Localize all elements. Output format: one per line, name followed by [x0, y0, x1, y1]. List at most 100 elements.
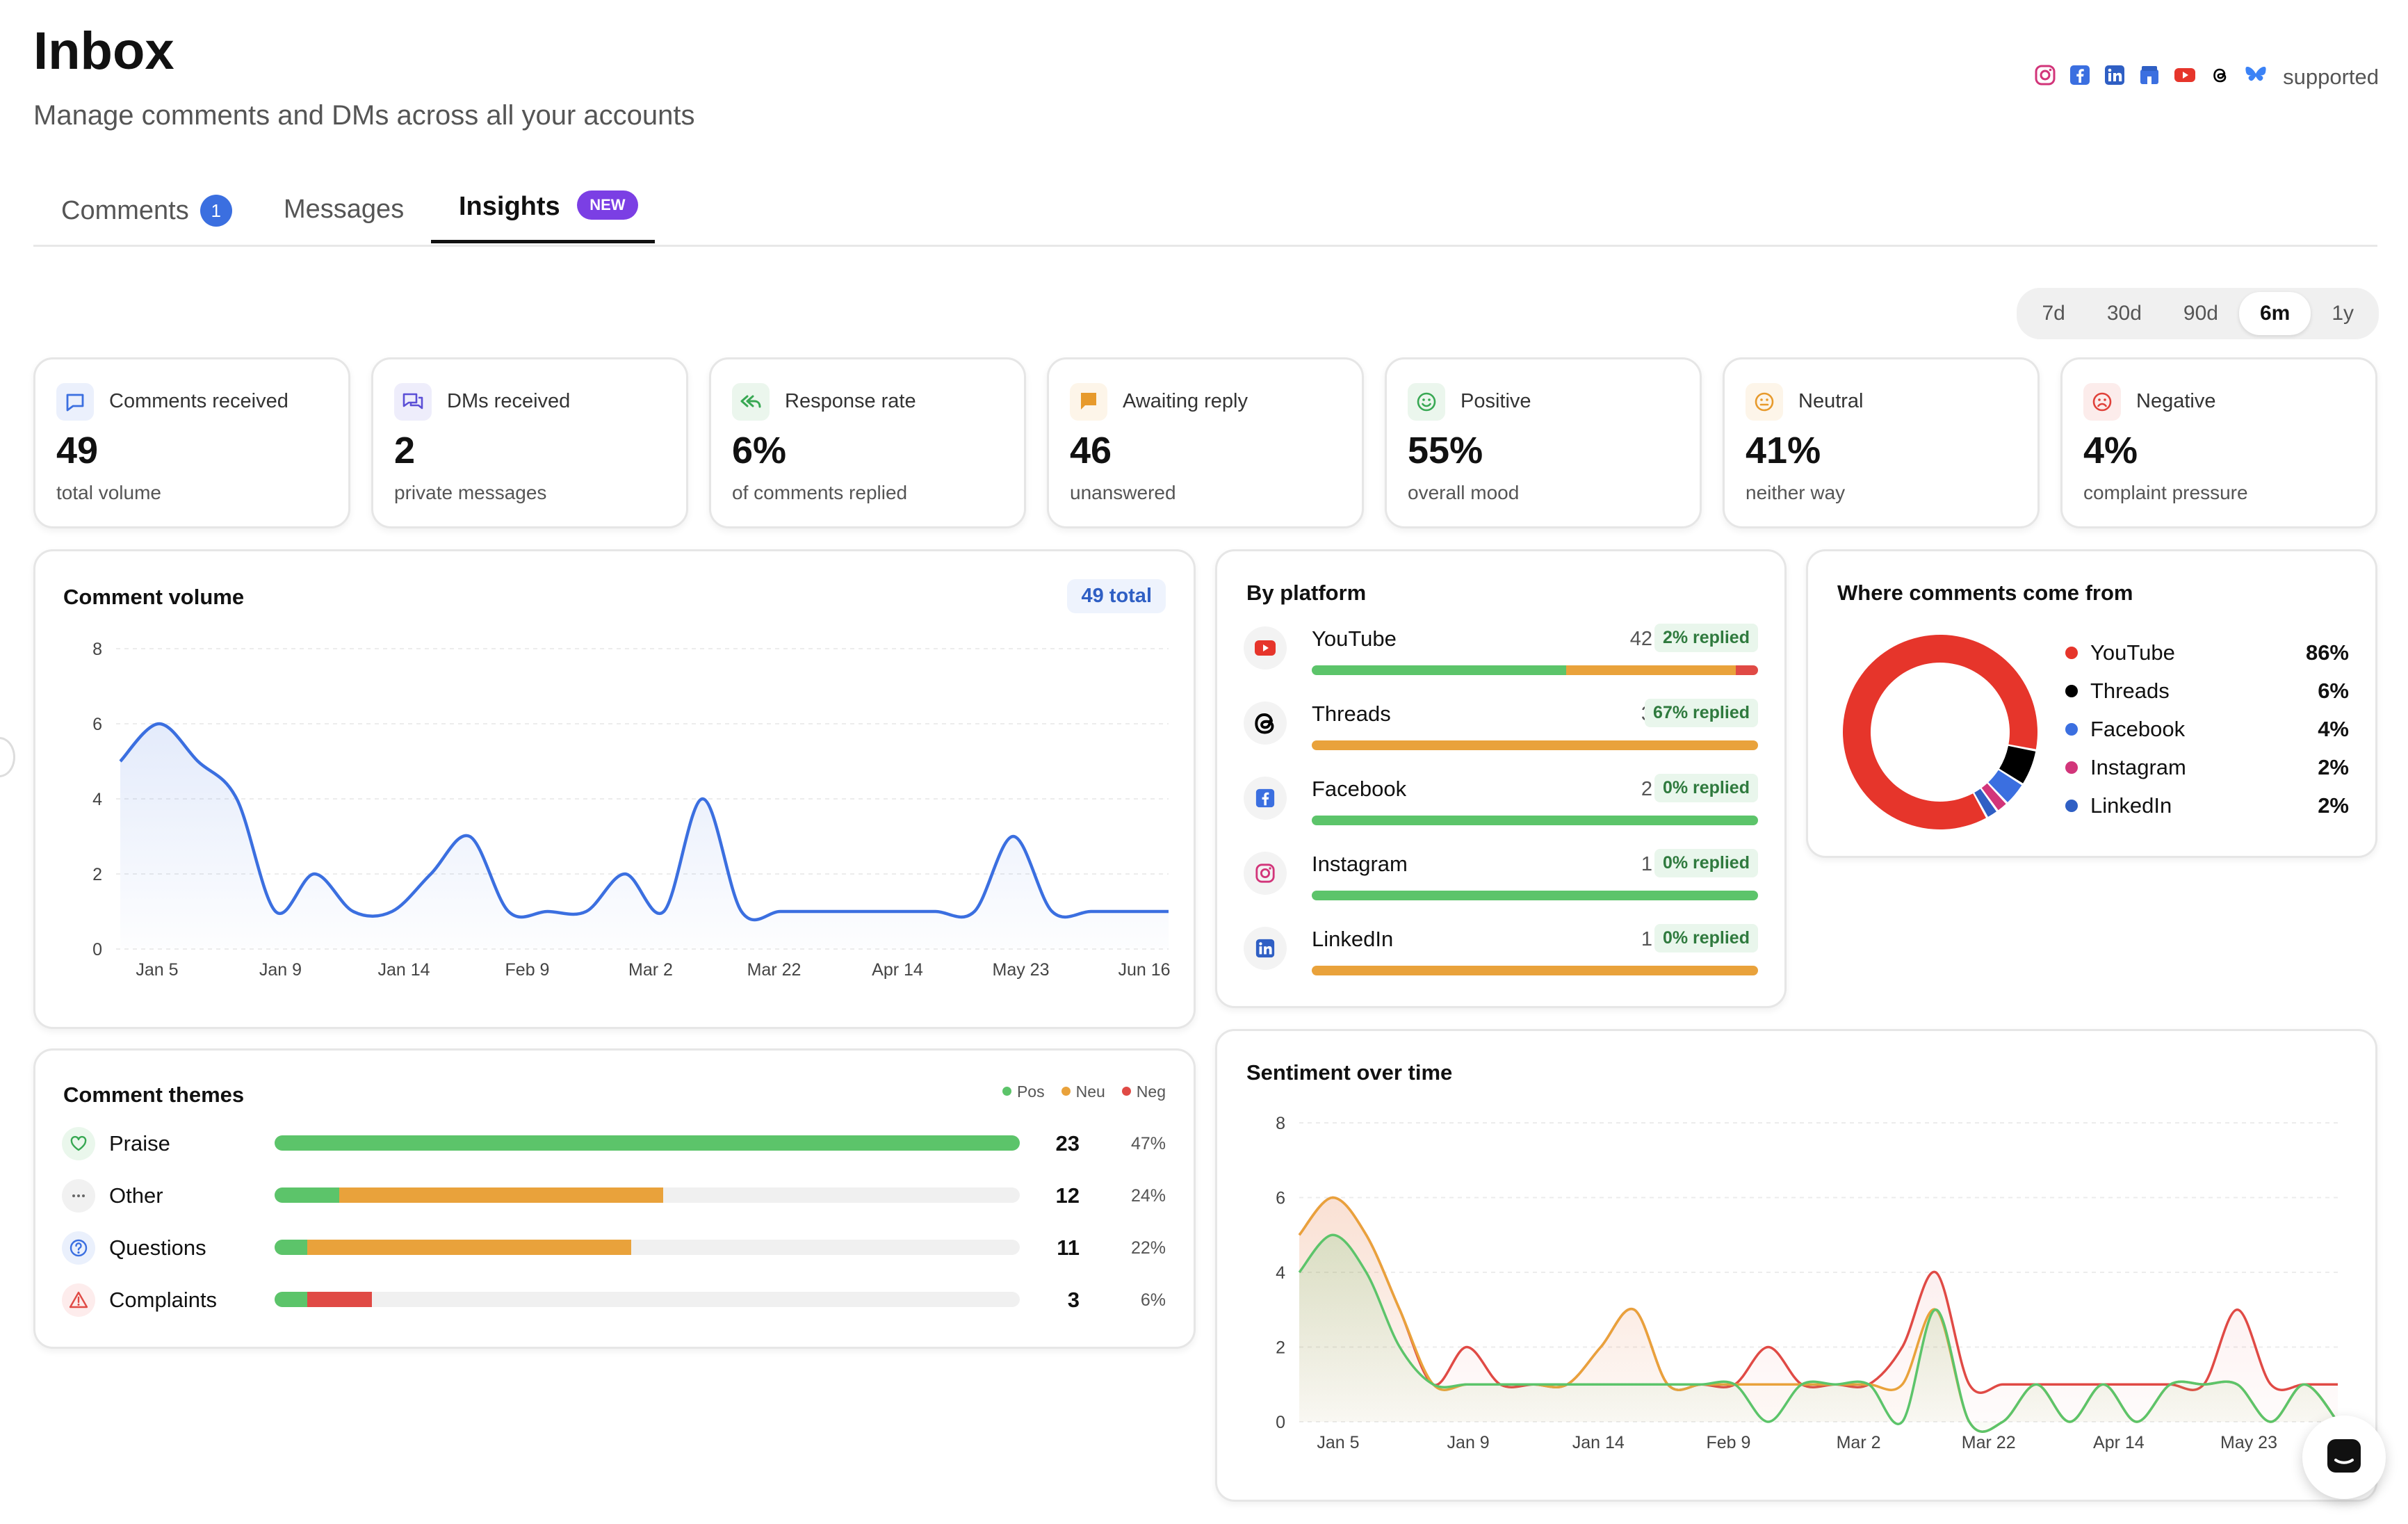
- comment-themes-card: Comment themes Pos Neu Neg Praise 23 47% Ot…: [33, 1048, 1196, 1349]
- platform-count: 2: [1641, 778, 1652, 800]
- sentiment-y-tick: 2: [1276, 1338, 1285, 1358]
- tab-comments[interactable]: Comments 1: [61, 195, 232, 227]
- tab-comments-badge: 1: [200, 195, 232, 227]
- stat-value: 46: [1070, 430, 1112, 471]
- theme-bar-pos: [275, 1292, 307, 1307]
- theme-bar-pos: [275, 1135, 1020, 1151]
- sentiment-pos-line: [1298, 1233, 2339, 1433]
- theme-label: Questions: [109, 1235, 206, 1260]
- stat-card: Response rate 6% of comments replied: [709, 357, 1026, 528]
- stat-label: Positive: [1461, 390, 1531, 412]
- stat-card: Positive 55% overall mood: [1385, 357, 1702, 528]
- sentiment-y-tick: 4: [1276, 1263, 1285, 1283]
- theme-label: Other: [109, 1183, 163, 1208]
- tab-insights[interactable]: Insights NEW: [431, 190, 655, 243]
- comment-volume-card: Comment volume 49 total 0 2 4 6 8 Jan 5 Jan 9 J…: [33, 549, 1196, 1029]
- legend-dot: [2065, 722, 2078, 736]
- stat-card: Awaiting reply 46 unanswered: [1047, 357, 1364, 528]
- ellipsis-icon: [62, 1179, 95, 1213]
- platform-sentiment-bar: [1312, 816, 1758, 825]
- legend-label: LinkedIn: [2090, 793, 2172, 818]
- tab-messages[interactable]: Messages: [284, 195, 404, 225]
- stat-label: Negative: [2136, 390, 2216, 412]
- platform-bar-pos: [1312, 665, 1566, 675]
- supported-platforms: supported: [2034, 64, 2379, 90]
- platform-sentiment-bar: [1312, 665, 1758, 675]
- by-platform-title: By platform: [1246, 581, 1367, 605]
- facebook-icon: [1244, 777, 1287, 820]
- platform-name: YouTube: [1312, 626, 1397, 651]
- stat-subtext: neither way: [1746, 482, 1846, 503]
- range-30d[interactable]: 30d: [2106, 302, 2142, 325]
- platform-count: 1: [1641, 853, 1652, 875]
- platform-replied-badge: 67% replied: [1645, 699, 1758, 727]
- platform-replied-badge: 2% replied: [1654, 624, 1758, 652]
- stat-card: Comments received 49 total volume: [33, 357, 350, 528]
- theme-count: 11: [1057, 1235, 1080, 1260]
- platform-name: LinkedIn: [1312, 927, 1394, 951]
- chat-launcher-button[interactable]: [2302, 1416, 2386, 1499]
- platform-name: Instagram: [1312, 852, 1408, 876]
- platform-sentiment-bar: [1312, 740, 1758, 750]
- sentiment-x-tick: Jan 14: [1572, 1433, 1625, 1452]
- theme-percent: 24%: [1130, 1186, 1166, 1206]
- range-7d[interactable]: 7d: [2042, 302, 2065, 325]
- stat-label: Neutral: [1798, 390, 1864, 412]
- legend-dot: [2065, 646, 2078, 659]
- stat-card: Neutral 41% neither way: [1723, 357, 2040, 528]
- instagram-icon: [2034, 64, 2056, 90]
- legend-neg: Neg: [1121, 1083, 1166, 1101]
- theme-count: 23: [1055, 1131, 1080, 1156]
- comment-themes-title: Comment themes: [63, 1083, 245, 1107]
- stat-subtext: total volume: [56, 482, 161, 503]
- volume-y-tick: 0: [92, 940, 102, 959]
- platform-name: Threads: [1312, 702, 1391, 726]
- platform-name: Facebook: [1312, 777, 1407, 801]
- volume-x-tick: Jun 16: [1118, 960, 1170, 980]
- range-1y[interactable]: 1y: [2332, 302, 2354, 325]
- stat-value: 41%: [1746, 430, 1821, 471]
- platform-sentiment-bar: [1312, 891, 1758, 900]
- legend-percent: 4%: [2318, 717, 2349, 741]
- stat-value: 2: [394, 430, 416, 471]
- donut-slice-linkedin: [1974, 788, 1996, 817]
- comment-volume-total-badge: 49 total: [1067, 579, 1166, 613]
- legend-percent: 86%: [2305, 640, 2349, 665]
- warning-icon: [62, 1283, 95, 1317]
- sidebar-edge-handle[interactable]: [0, 737, 15, 777]
- theme-bar: [275, 1240, 1020, 1255]
- youtube-icon: [2173, 64, 2197, 90]
- theme-bar: [275, 1187, 1020, 1203]
- range-90d[interactable]: 90d: [2183, 302, 2218, 325]
- platform-replied-badge: 0% replied: [1654, 849, 1758, 877]
- range-6m[interactable]: 6m: [2238, 292, 2311, 335]
- linkedin-icon: [2104, 64, 2126, 90]
- sources-legend-item: LinkedIn: [2065, 793, 2172, 818]
- stat-subtext: complaint pressure: [2083, 482, 2248, 503]
- comment-volume-chart: 0 2 4 6 8 Jan 5 Jan 9 Jan 14 Feb 9 Mar 2 Mar 22 Apr…: [92, 640, 1170, 980]
- theme-count: 3: [1067, 1288, 1080, 1312]
- chat-icon: [2325, 1436, 2364, 1479]
- sentiment-x-tick: Mar 22: [1962, 1433, 2016, 1452]
- stat-value: 6%: [732, 430, 787, 471]
- volume-y-tick: 6: [92, 715, 102, 734]
- platform-sentiment-bar: [1312, 966, 1758, 975]
- legend-label: YouTube: [2090, 640, 2175, 665]
- youtube-icon: [1244, 626, 1287, 670]
- legend-neu: Neu: [1061, 1083, 1105, 1101]
- volume-x-tick: Jan 14: [377, 960, 430, 980]
- tab-insights-label: Insights: [459, 192, 560, 221]
- stat-label: DMs received: [447, 390, 571, 412]
- theme-label: Praise: [109, 1131, 170, 1156]
- theme-bar-neg: [307, 1292, 372, 1307]
- reply-all-icon: [732, 383, 770, 421]
- donut-slice-instagram: [1981, 783, 2006, 811]
- platform-count: 1: [1641, 928, 1652, 950]
- legend-percent: 2%: [2318, 755, 2349, 779]
- theme-percent: 6%: [1140, 1290, 1166, 1310]
- platform-replied-badge: 0% replied: [1654, 774, 1758, 802]
- theme-bar-pos: [275, 1240, 307, 1255]
- volume-x-tick: Apr 14: [872, 960, 923, 980]
- flag-icon: [1070, 383, 1107, 421]
